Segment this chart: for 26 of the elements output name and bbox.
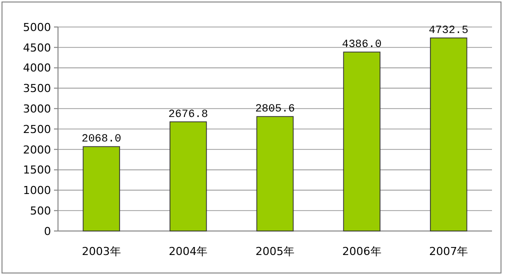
bar <box>82 146 120 232</box>
y-tick-label: 500 <box>30 204 51 218</box>
data-label: 2805.6 <box>255 104 295 116</box>
x-tick-label: 2007年 <box>429 245 468 258</box>
data-label: 4732.5 <box>428 24 468 37</box>
bar <box>430 38 468 232</box>
y-tick-label: 2000 <box>23 143 51 156</box>
y-tick-label: 0 <box>44 224 51 238</box>
bar <box>170 121 207 232</box>
y-tick-label: 4000 <box>23 62 51 75</box>
y-tick-label: 5000 <box>23 20 51 34</box>
data-label: 2068.0 <box>82 134 122 146</box>
y-tick-label: 3500 <box>23 82 51 96</box>
bar <box>256 116 294 232</box>
x-tick-label: 2006年 <box>342 245 382 258</box>
data-label: 4386.0 <box>342 39 382 52</box>
y-tick-label: 1500 <box>23 164 51 177</box>
x-tick-label: 2003年 <box>82 245 121 258</box>
y-tick-label: 1000 <box>23 184 51 198</box>
data-label: 2676.8 <box>168 108 208 121</box>
x-tick-label: 2004年 <box>168 245 208 258</box>
x-tick-label: 2005年 <box>256 245 294 258</box>
y-tick-label: 4500 <box>23 41 51 54</box>
bar <box>343 52 380 232</box>
y-tick-label: 3000 <box>23 102 51 116</box>
y-tick-label: 2500 <box>23 122 51 136</box>
